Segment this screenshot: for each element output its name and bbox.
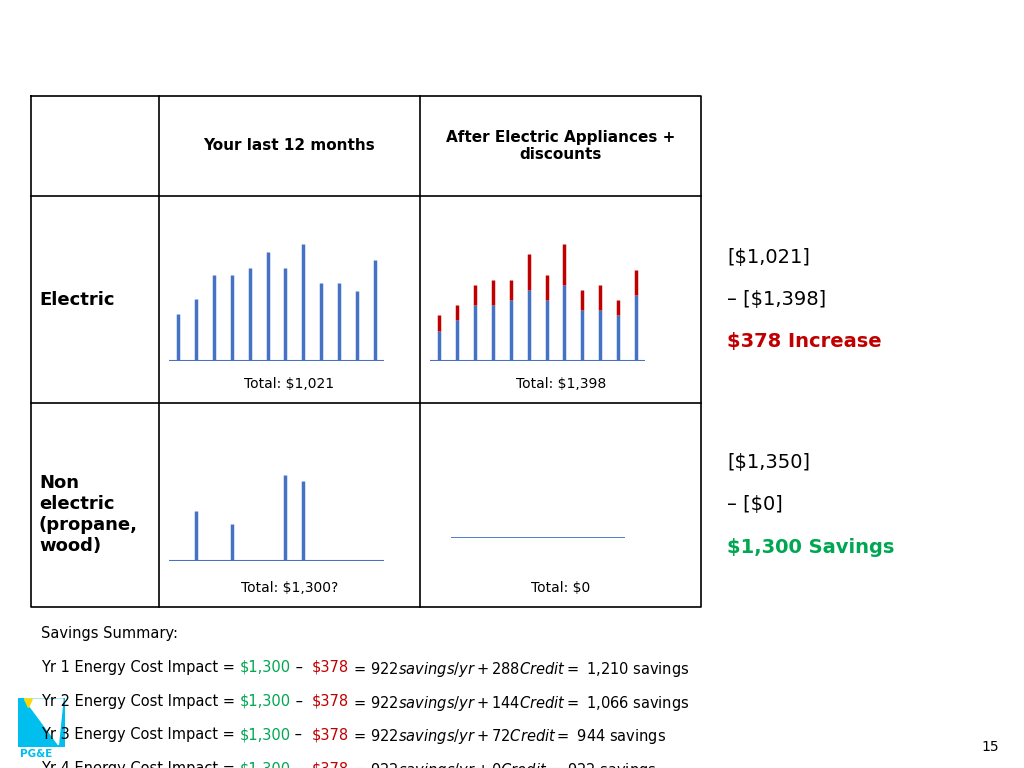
Text: PG&E: PG&E bbox=[20, 749, 52, 759]
Polygon shape bbox=[25, 699, 33, 707]
Text: – [$0]: – [$0] bbox=[727, 495, 782, 515]
Text: $378 Increase: $378 Increase bbox=[727, 333, 882, 351]
Text: Total: $0: Total: $0 bbox=[531, 581, 590, 594]
Text: –: – bbox=[291, 761, 312, 768]
Text: Yr 4 Energy Cost Impact =: Yr 4 Energy Cost Impact = bbox=[41, 761, 240, 768]
Text: –: – bbox=[291, 694, 312, 709]
Text: Total: $1,300?: Total: $1,300? bbox=[241, 581, 338, 594]
Text: Your last 12 months: Your last 12 months bbox=[204, 138, 375, 154]
Text: $378: $378 bbox=[312, 694, 349, 709]
Text: Yr 3 Energy Cost Impact =: Yr 3 Energy Cost Impact = bbox=[41, 727, 240, 743]
Text: Non
electric
(propane,
wood): Non electric (propane, wood) bbox=[39, 475, 138, 554]
Text: $1,300: $1,300 bbox=[240, 727, 291, 743]
Text: $1,300: $1,300 bbox=[240, 660, 291, 675]
Text: Yr 2 Energy Cost Impact =: Yr 2 Energy Cost Impact = bbox=[41, 694, 240, 709]
Text: Total: $1,021: Total: $1,021 bbox=[244, 377, 335, 391]
Text: = $922 savings/yr + 72 Credit = $ 944 savings: = $922 savings/yr + 72 Credit = $ 944 sa… bbox=[349, 727, 666, 746]
Text: $378: $378 bbox=[312, 761, 349, 768]
Text: $378: $378 bbox=[311, 727, 349, 743]
Text: $1,300 Savings: $1,300 Savings bbox=[727, 538, 894, 557]
Text: –: – bbox=[291, 660, 312, 675]
Text: Total: $1,398: Total: $1,398 bbox=[515, 377, 606, 391]
Text: Appendix: Example Bill Forecast: Median CARE: Appendix: Example Bill Forecast: Median … bbox=[26, 27, 1024, 69]
Text: – [$1,398]: – [$1,398] bbox=[727, 290, 826, 309]
Text: $378: $378 bbox=[312, 660, 349, 675]
Text: 15: 15 bbox=[982, 740, 999, 754]
Polygon shape bbox=[25, 699, 63, 745]
Text: [$1,350]: [$1,350] bbox=[727, 453, 810, 472]
Text: [$1,021]: [$1,021] bbox=[727, 248, 810, 266]
Text: $1,300: $1,300 bbox=[240, 694, 291, 709]
Text: Electric: Electric bbox=[39, 290, 115, 309]
Text: = $922 savings/yr + 288 Credit = $ 1,210 savings: = $922 savings/yr + 288 Credit = $ 1,210… bbox=[349, 660, 689, 679]
Bar bbox=[18, 697, 65, 746]
Text: Yr 1 Energy Cost Impact =: Yr 1 Energy Cost Impact = bbox=[41, 660, 240, 675]
Text: = $922 savings/yr + 0 Credit = $ 922 savings: = $922 savings/yr + 0 Credit = $ 922 sav… bbox=[349, 761, 656, 768]
Text: $1,300: $1,300 bbox=[240, 761, 291, 768]
Text: After Electric Appliances +
discounts: After Electric Appliances + discounts bbox=[446, 130, 675, 162]
Text: –: – bbox=[291, 727, 311, 743]
Text: = $922 savings/yr + 144 Credit = $ 1,066 savings: = $922 savings/yr + 144 Credit = $ 1,066… bbox=[349, 694, 689, 713]
Text: Savings Summary:: Savings Summary: bbox=[41, 626, 178, 641]
